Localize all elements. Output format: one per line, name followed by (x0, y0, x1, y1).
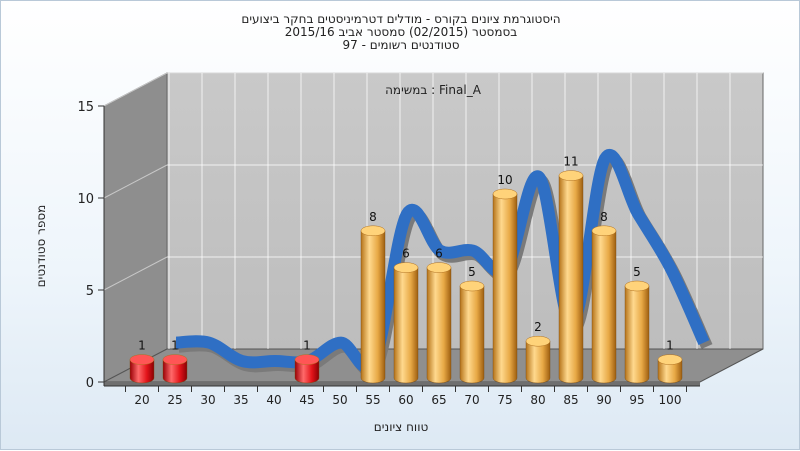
floor-front-edge (104, 382, 700, 386)
x-tick-label: 50 (332, 393, 347, 407)
bar (129, 354, 155, 384)
bar-value-label: 1 (171, 339, 179, 353)
x-tick-label: 35 (233, 393, 248, 407)
trend-ribbon (175, 149, 713, 378)
x-tick-label: 70 (464, 393, 479, 407)
x-tick-label: 40 (266, 393, 281, 407)
bar (360, 225, 386, 384)
bar (426, 262, 452, 384)
x-tick-label: 20 (134, 393, 149, 407)
y-tick-label: 0 (86, 376, 94, 391)
x-tick-label: 75 (497, 393, 512, 407)
y-tick-label: 15 (77, 100, 94, 115)
grid-line-wall (103, 164, 168, 199)
bar (162, 354, 188, 384)
bar-value-label: 8 (600, 210, 608, 224)
bar-value-label: 2 (534, 320, 542, 334)
grid-line-wall (103, 256, 168, 291)
bar (558, 170, 584, 384)
x-tick-label: 60 (398, 393, 413, 407)
annotation-label: במשימה : Final_A (385, 83, 482, 97)
bar (591, 225, 617, 384)
x-axis: 20 25 30 35 40 45 50 55 60 65 70 75 80 85 90 95 100 (104, 385, 700, 407)
x-tick-label: 65 (431, 393, 446, 407)
title-line-3: סטודנטים רשומים - 97 (342, 38, 459, 52)
bar (492, 188, 518, 384)
y-axis-label: מספר סטודנטים (34, 205, 48, 288)
x-tick-label: 85 (563, 393, 578, 407)
x-tick-label: 95 (629, 393, 644, 407)
bar-value-label: 6 (402, 247, 410, 261)
y-axis: 0 5 10 15 (77, 100, 105, 391)
x-tick-label: 80 (530, 393, 545, 407)
bar-value-label: 11 (563, 155, 578, 169)
title-line-2: בסמסטר (02/2015) סמסטר אביב 2015/16 (285, 25, 517, 39)
bar (657, 354, 683, 384)
x-tick-label: 45 (299, 393, 314, 407)
bar-value-label: 5 (468, 265, 476, 279)
bar-value-label: 8 (369, 210, 377, 224)
x-tick-label: 100 (659, 393, 682, 407)
x-tick-label: 30 (200, 393, 215, 407)
x-tick-label: 55 (365, 393, 380, 407)
x-tick-label: 90 (596, 393, 611, 407)
left-wall (103, 72, 168, 383)
x-tick-label: 25 (167, 393, 182, 407)
bar (393, 262, 419, 384)
bar (525, 335, 551, 384)
bar (294, 354, 320, 384)
bar-value-label: 5 (633, 265, 641, 279)
bar (624, 280, 650, 384)
x-axis-label: טווח ציונים (374, 420, 429, 434)
bar (459, 280, 485, 384)
chart-title: היסטוגרמת ציונים בקורס - מודלים דטרמיניס… (241, 12, 560, 52)
bar-value-label: 1 (138, 339, 146, 353)
y-tick-label: 5 (86, 284, 94, 299)
bar-value-label: 6 (435, 247, 443, 261)
title-line-1: היסטוגרמת ציונים בקורס - מודלים דטרמיניס… (241, 12, 560, 26)
trend-ribbon-line (175, 149, 710, 374)
grid-line-wall (103, 72, 168, 107)
y-tick-label: 10 (77, 192, 94, 207)
bar-value-label: 1 (666, 339, 674, 353)
bar-value-label: 10 (497, 173, 512, 187)
bar-value-label: 1 (303, 339, 311, 353)
